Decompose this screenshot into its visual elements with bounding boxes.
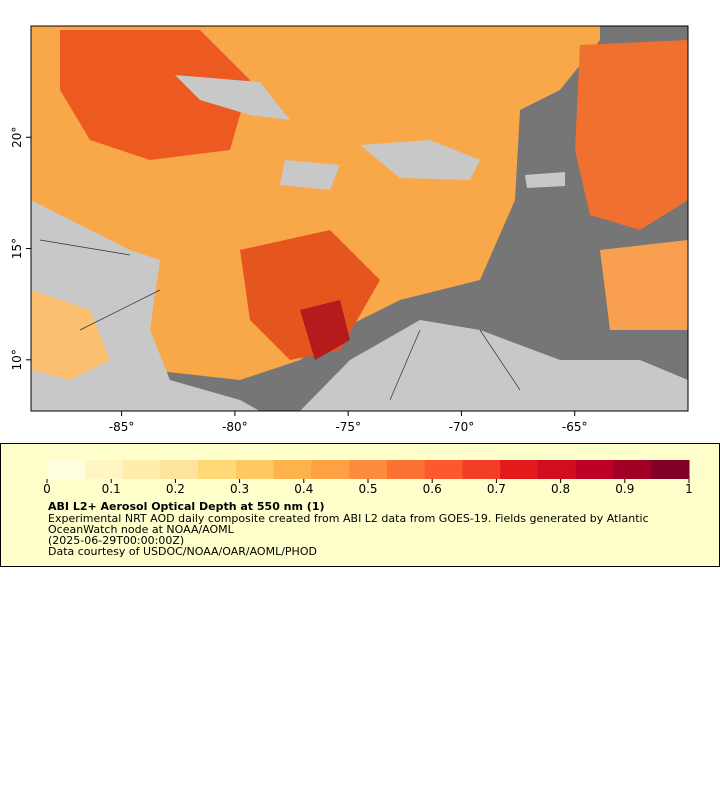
aod-map: [31, 26, 688, 411]
colorbar-step: [311, 460, 350, 479]
x-tick-label: -65°: [562, 420, 588, 434]
colorbar-step: [424, 460, 463, 479]
colorbar-step: [500, 460, 539, 479]
colorbar-tick-label: 0.4: [294, 482, 313, 496]
map-frame: [30, 25, 689, 412]
y-tick-label: 15°: [10, 238, 24, 259]
colorbar-step: [575, 460, 614, 479]
colorbar-step: [651, 460, 690, 479]
colorbar-tick-label: 0.5: [358, 482, 377, 496]
legend-line: Experimental NRT AOD daily composite cre…: [48, 512, 649, 525]
colorbar-tick-label: 0.3: [230, 482, 249, 496]
colorbar-step: [235, 460, 275, 479]
y-tick-label: 20°: [10, 127, 24, 148]
colorbar-step: [84, 460, 124, 479]
colorbar-tick-label: 0.1: [102, 482, 121, 496]
colorbar-tick-label: 0.8: [551, 482, 570, 496]
x-tick-label: -75°: [335, 420, 361, 434]
colorbar-tick-label: 1: [685, 482, 693, 496]
colorbar-tick-label: 0.9: [615, 482, 634, 496]
colorbar-step: [122, 460, 161, 479]
colorbar-tick-label: 0.2: [166, 482, 185, 496]
colorbar-step: [160, 460, 199, 479]
colorbar-step: [273, 460, 312, 479]
colorbar-tick-label: 0.7: [487, 482, 506, 496]
y-tick-label: 10°: [10, 349, 24, 370]
x-tick-label: -80°: [222, 420, 248, 434]
colorbar-step: [47, 460, 86, 479]
colorbar-step: [537, 460, 577, 479]
colorbar-tick-label: 0: [43, 482, 51, 496]
colorbar-tick-label: 0.6: [423, 482, 442, 496]
colorbar-step: [386, 460, 426, 479]
colorbar-step: [462, 460, 501, 479]
colorbar-step: [198, 460, 237, 479]
x-tick-label: -85°: [109, 420, 135, 434]
legend-line: Data courtesy of USDOC/NOAA/OAR/AOML/PHO…: [48, 545, 317, 558]
legend-line: (2025-06-29T00:00:00Z): [48, 534, 184, 547]
colorbar-step: [613, 460, 652, 479]
legend-title: ABI L2+ Aerosol Optical Depth at 550 nm …: [48, 500, 325, 513]
x-tick-label: -70°: [449, 420, 475, 434]
colorbar-step: [349, 460, 388, 479]
legend-line: OceanWatch node at NOAA/AOML: [48, 523, 235, 536]
